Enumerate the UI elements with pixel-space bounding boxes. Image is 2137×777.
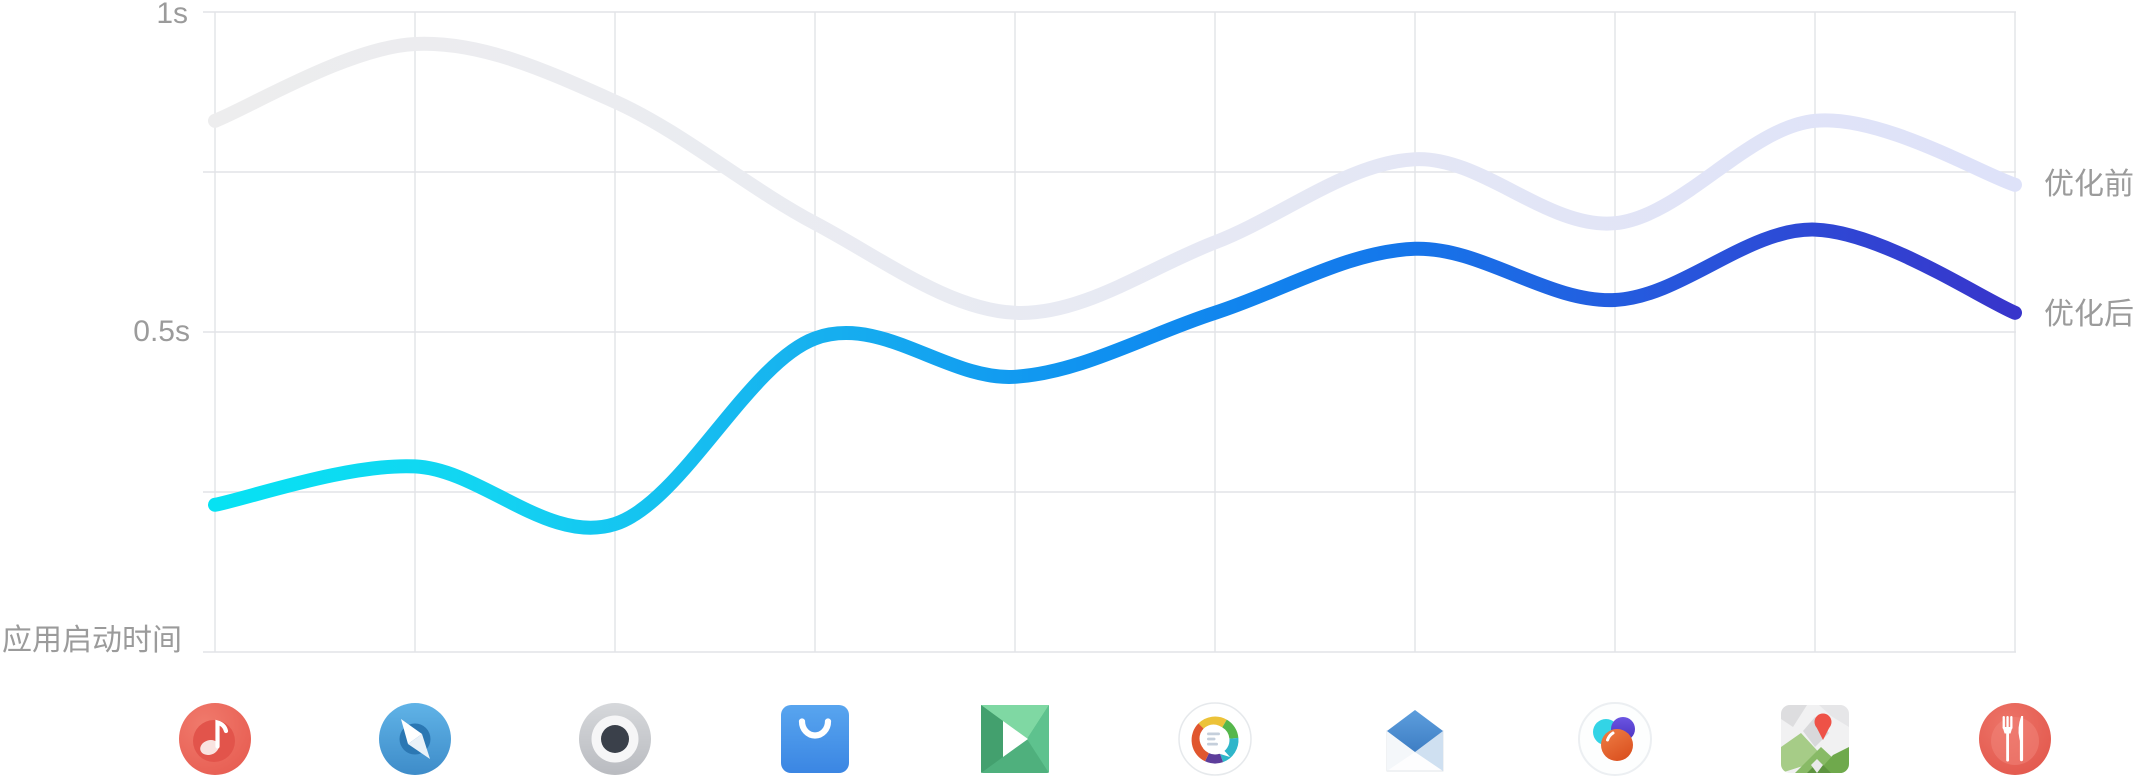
legend-after-optimization: 优化后	[2044, 297, 2134, 331]
video-player-app-icon	[977, 701, 1053, 777]
photos-app-icon	[1577, 701, 1653, 777]
grid-lines	[203, 11, 2016, 653]
chat-ring-icon	[1178, 702, 1252, 776]
after-optimization-line	[208, 222, 2022, 535]
x-axis-caption: 应用启动时间	[2, 624, 182, 657]
messages-app-icon	[1177, 701, 1253, 777]
browser-compass-icon	[379, 703, 451, 775]
mail-app-icon	[1377, 701, 1453, 777]
color-balls-icon	[1578, 702, 1652, 776]
app-store-app-icon	[777, 701, 853, 777]
recorder-app-icon	[577, 701, 653, 777]
maps-app-icon	[1777, 701, 1853, 777]
music-app-icon	[177, 701, 253, 777]
music-icon	[179, 703, 251, 775]
map-pin-icon	[1781, 705, 1849, 773]
recorder-icon	[579, 703, 651, 775]
before-optimization-line	[208, 36, 2022, 320]
shopping-bag-icon	[781, 705, 849, 773]
video-play-icon	[981, 705, 1049, 773]
envelope-icon	[1386, 710, 1444, 772]
legend-before-optimization: 优化前	[2044, 167, 2134, 201]
fork-knife-icon	[1979, 703, 2051, 775]
y-axis-tick-1s: 1s	[156, 0, 188, 30]
browser-app-icon	[377, 701, 453, 777]
y-axis-tick-0-5s: 0.5s	[133, 315, 190, 348]
food-app-icon	[1977, 701, 2053, 777]
